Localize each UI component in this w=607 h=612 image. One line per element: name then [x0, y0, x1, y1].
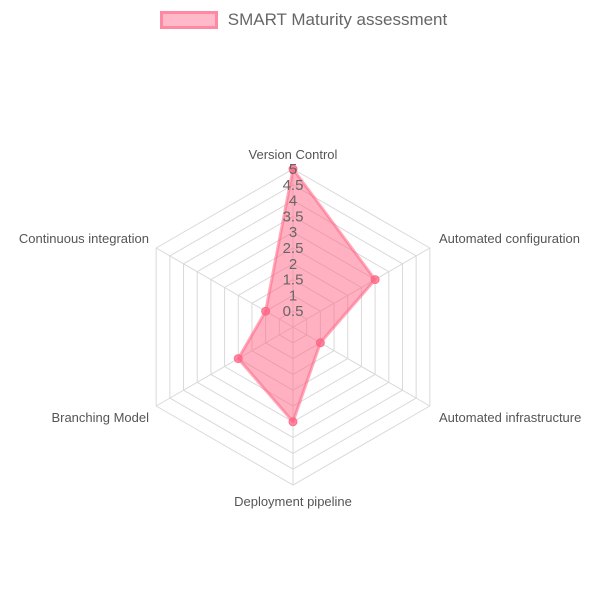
legend[interactable]: SMART Maturity assessment: [0, 10, 607, 30]
tick-label: 0.5: [283, 303, 304, 320]
tick-label: 4: [289, 193, 297, 210]
data-point: [261, 306, 271, 316]
tick-label: 2.5: [283, 240, 304, 257]
data-point: [315, 338, 325, 348]
category-label: Deployment pipeline: [234, 494, 352, 509]
category-label: Branching Model: [51, 410, 149, 425]
data-point: [233, 354, 243, 364]
tick-label: 3.5: [283, 208, 304, 225]
category-label: Version Control: [249, 147, 338, 162]
tick-label: 1.5: [283, 272, 304, 289]
category-label: Automated infrastructure: [439, 410, 581, 425]
category-label: Automated configuration: [439, 231, 580, 246]
tick-label: 5: [289, 161, 297, 178]
data-point: [370, 275, 380, 285]
tick-label: 4.5: [283, 177, 304, 194]
legend-label[interactable]: SMART Maturity assessment: [227, 10, 448, 29]
legend-swatch[interactable]: [159, 11, 218, 29]
tick-label: 1: [289, 287, 297, 304]
tick-label: 2: [289, 256, 297, 273]
category-label: Continuous integration: [19, 231, 149, 246]
series-area: [236, 167, 377, 424]
data-point: [288, 417, 298, 427]
tick-label: 3: [289, 224, 297, 241]
data-point: [288, 164, 298, 174]
